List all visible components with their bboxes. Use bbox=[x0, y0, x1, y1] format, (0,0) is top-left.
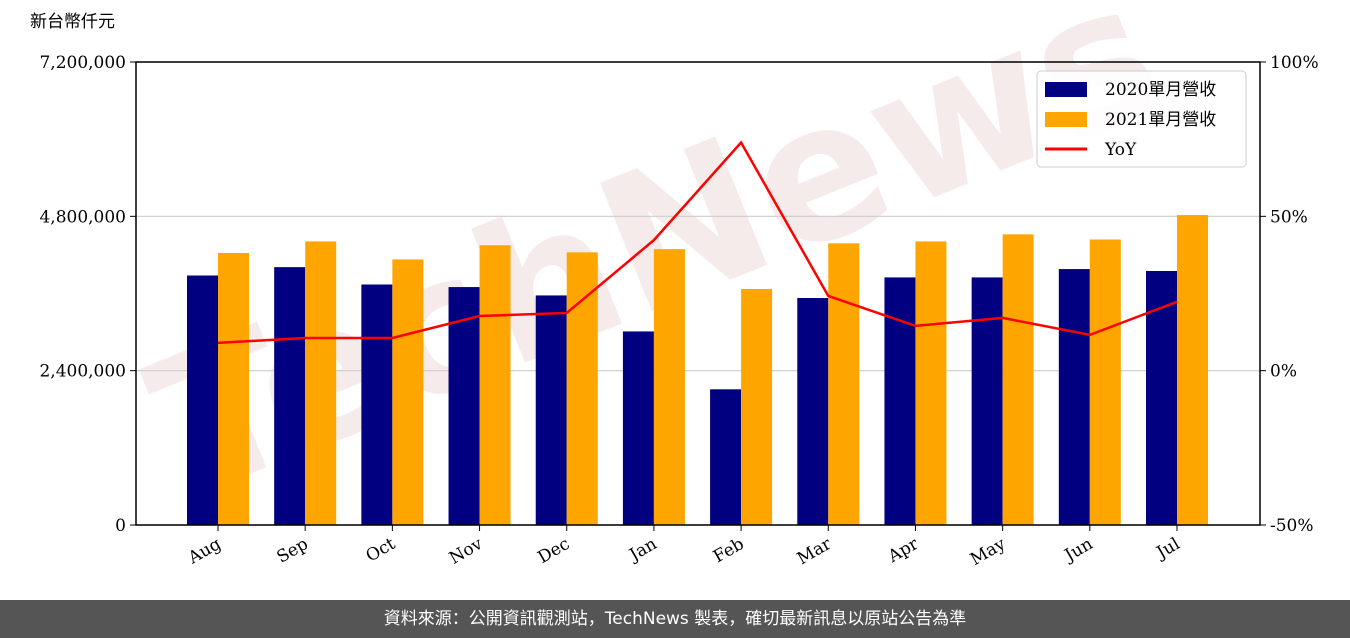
legend-swatch bbox=[1045, 82, 1087, 97]
bar bbox=[392, 259, 424, 525]
y-tick-label: 0 bbox=[115, 516, 126, 536]
y-tick-label: 7,200,000 bbox=[39, 53, 126, 73]
y-axis-label: 新台幣仟元 bbox=[30, 12, 115, 32]
bar bbox=[448, 287, 480, 525]
x-tick-label: Feb bbox=[710, 534, 748, 567]
y-tick-label: 2,400,000 bbox=[39, 362, 126, 382]
y2-tick-label: 100% bbox=[1270, 53, 1319, 73]
bar bbox=[1002, 234, 1034, 526]
bar bbox=[741, 288, 773, 525]
x-tick-label: Mar bbox=[794, 534, 836, 570]
x-tick-label: Dec bbox=[534, 534, 573, 568]
bar bbox=[915, 241, 947, 525]
x-tick-label: Apr bbox=[884, 534, 923, 568]
bar bbox=[274, 267, 306, 525]
legend-label: 2021單月營收 bbox=[1105, 110, 1216, 130]
x-tick-label: May bbox=[967, 534, 1010, 570]
bar bbox=[187, 275, 218, 525]
x-tick-label: Jun bbox=[1060, 534, 1097, 567]
x-tick-label: Sep bbox=[273, 534, 311, 568]
legend-swatch bbox=[1045, 112, 1087, 127]
plot-frame bbox=[135, 61, 1261, 526]
bar bbox=[710, 389, 742, 525]
legend-box bbox=[1036, 70, 1247, 168]
bar bbox=[361, 284, 393, 525]
bar bbox=[1177, 215, 1208, 525]
bar bbox=[884, 277, 916, 525]
line-series bbox=[217, 140, 1178, 345]
x-tick-label: Oct bbox=[363, 534, 399, 567]
legend-label: YoY bbox=[1104, 140, 1137, 160]
bar bbox=[797, 298, 829, 525]
chart: 新台幣仟元 TechNews02,400,0004,800,0007,200,0… bbox=[30, 0, 1319, 570]
bar bbox=[971, 277, 1003, 525]
bar bbox=[566, 252, 598, 525]
x-tick-label: Nov bbox=[446, 534, 486, 569]
x-tick-label: Aug bbox=[184, 534, 225, 569]
bar bbox=[218, 252, 249, 526]
bar bbox=[622, 331, 654, 525]
bar bbox=[1146, 270, 1177, 525]
bar bbox=[305, 241, 337, 525]
legend: 2020單月營收 2021單月營收 YoY bbox=[1036, 70, 1247, 168]
bar bbox=[1089, 239, 1121, 525]
y-tick-label: 4,800,000 bbox=[39, 207, 126, 227]
x-tick-label: Jul bbox=[1152, 534, 1184, 564]
bar bbox=[535, 295, 567, 525]
legend-label: 2020單月營收 bbox=[1105, 80, 1216, 100]
source-footer: 資料來源：公開資訊觀測站，TechNews 製表，確切最新訊息以原站公告為準 bbox=[0, 600, 1350, 638]
bar bbox=[1058, 269, 1090, 525]
y2-tick-label: -50% bbox=[1270, 516, 1314, 536]
y2-tick-label: 0% bbox=[1270, 362, 1297, 382]
bar bbox=[828, 243, 860, 525]
bar bbox=[479, 245, 511, 526]
x-tick-label: Jan bbox=[625, 534, 661, 566]
bar bbox=[653, 249, 685, 526]
y2-tick-label: 50% bbox=[1270, 207, 1308, 227]
